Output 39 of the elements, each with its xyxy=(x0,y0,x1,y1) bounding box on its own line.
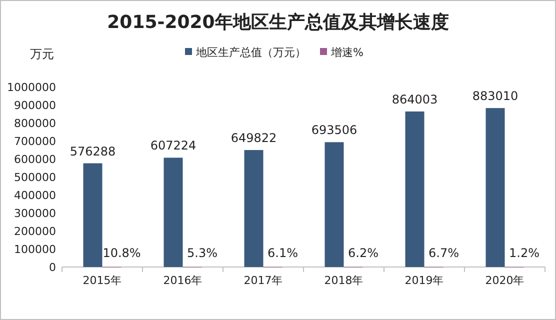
x-tick-label: 2018年 xyxy=(324,274,364,287)
bar xyxy=(486,108,505,267)
bar xyxy=(164,158,183,267)
y-tick-label: 200000 xyxy=(14,225,56,238)
x-tick-label: 2017年 xyxy=(244,274,283,287)
data-label: 883010 xyxy=(472,89,518,104)
x-tick-label: 2015年 xyxy=(82,274,122,287)
data-label: 6.7% xyxy=(428,246,459,260)
bar xyxy=(244,150,264,267)
y-tick-label: 300000 xyxy=(14,207,56,220)
y-tick-label: 400000 xyxy=(14,189,56,202)
data-label: 607224 xyxy=(150,138,196,153)
data-label: 576288 xyxy=(70,144,116,158)
bar xyxy=(83,163,102,267)
bar xyxy=(324,142,344,267)
y-tick-label: 700000 xyxy=(14,135,56,148)
data-label: 6.1% xyxy=(268,246,298,260)
bar xyxy=(405,111,424,267)
y-tick-label: 500000 xyxy=(14,171,56,184)
y-tick-label: 1000000 xyxy=(7,81,56,94)
x-tick-label: 2020年 xyxy=(485,274,524,287)
chart-title: 2015-2020年地区生产总值及其增长速度 xyxy=(107,12,449,33)
y-tick-label: 100000 xyxy=(14,243,56,256)
data-label: 649822 xyxy=(230,131,277,146)
data-label: 864003 xyxy=(392,92,438,106)
data-label: 1.2% xyxy=(509,246,540,260)
legend-label: 地区生产总值（万元） xyxy=(195,46,306,59)
data-label: 10.8% xyxy=(102,246,141,260)
data-label: 5.3% xyxy=(187,246,218,260)
y-tick-label: 0 xyxy=(49,261,56,274)
data-label: 693506 xyxy=(311,123,358,138)
legend-label: 增速% xyxy=(330,46,364,59)
y-axis-title: 万元 xyxy=(30,47,54,61)
y-tick-label: 900000 xyxy=(14,99,56,112)
y-tick-label: 600000 xyxy=(14,153,56,166)
y-tick-label: 800000 xyxy=(14,117,56,130)
data-label: 6.2% xyxy=(348,246,378,260)
x-tick-label: 2019年 xyxy=(404,274,444,287)
x-tick-label: 2016年 xyxy=(163,274,202,287)
